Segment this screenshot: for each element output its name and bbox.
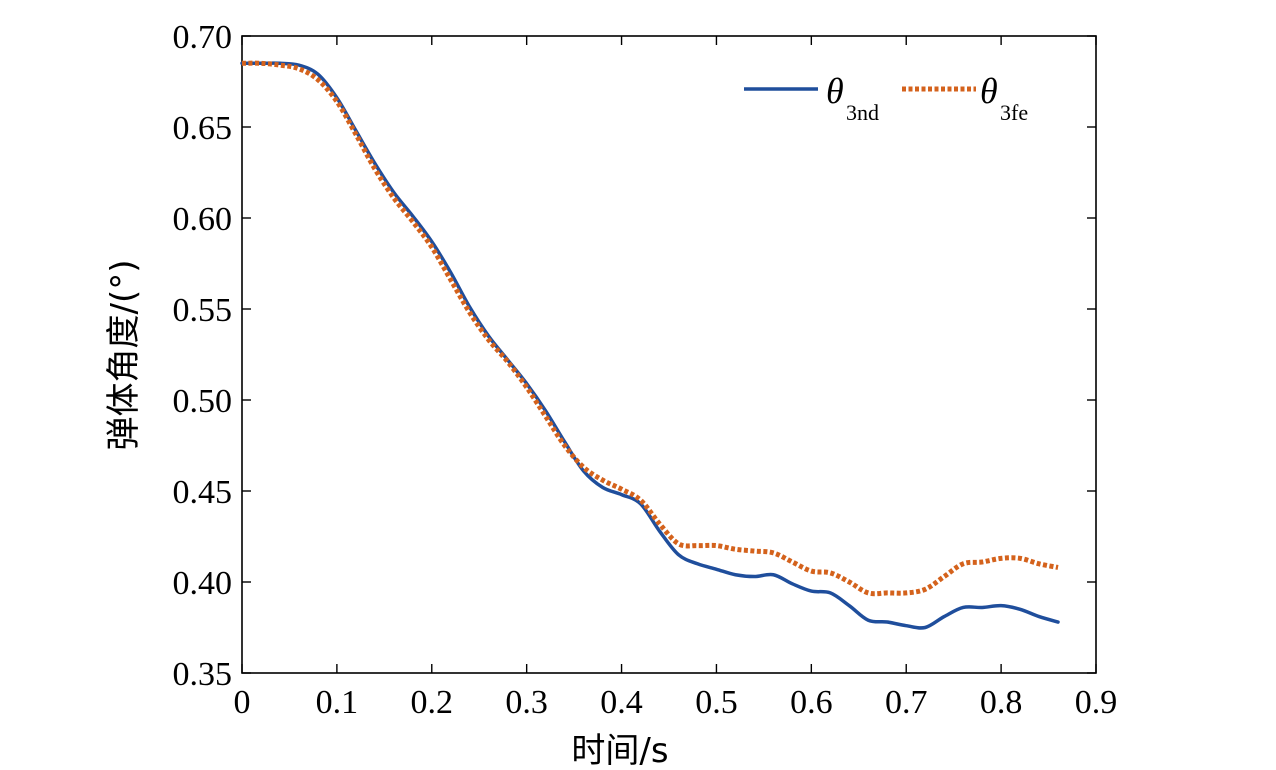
- x-tick-label: 0.1: [316, 684, 359, 721]
- y-tick-label: 0.45: [173, 474, 233, 511]
- series-line-theta-3nd: [240, 61, 1060, 630]
- x-tick-label: 0: [234, 684, 251, 721]
- x-tick-label: 0.8: [980, 684, 1023, 721]
- x-tick-label: 0.7: [885, 684, 928, 721]
- x-tick-label: 0.6: [790, 684, 833, 721]
- axis-ticks: [241, 35, 1097, 674]
- legend-subscript-3fe: 3fe: [1000, 100, 1028, 125]
- legend-subscript-3nd: 3nd: [846, 100, 879, 125]
- y-tick-label: 0.50: [173, 383, 233, 420]
- series-line-theta-3fe: [241, 60, 1059, 597]
- x-tick-label: 0.3: [505, 684, 548, 721]
- series-layer: [240, 60, 1060, 630]
- x-tick-label: 0.4: [600, 684, 643, 721]
- y-tick-label: 0.70: [173, 19, 233, 56]
- legend-symbol-theta-3nd: θ: [826, 71, 844, 111]
- y-tick-label: 0.35: [173, 656, 233, 693]
- x-tick-label: 0.9: [1075, 684, 1118, 721]
- x-tick-label: 0.2: [411, 684, 454, 721]
- x-axis-label: 时间/s: [571, 731, 668, 770]
- y-tick-label: 0.40: [173, 565, 233, 602]
- legend: θ 3nd θ 3fe: [744, 71, 1028, 125]
- y-tick-label: 0.55: [173, 292, 233, 329]
- x-tick-labels: 0 0.1 0.2 0.3 0.4 0.5 0.6 0.7 0.8 0.9: [234, 684, 1118, 721]
- x-tick-label: 0.5: [695, 684, 738, 721]
- y-axis-label: 弹体角度/(°): [104, 260, 144, 451]
- y-tick-labels: 0.35 0.40 0.45 0.50 0.55 0.60 0.65 0.70: [173, 19, 233, 693]
- y-tick-label: 0.60: [173, 201, 233, 238]
- legend-symbol-theta-3fe: θ: [980, 71, 998, 111]
- y-tick-label: 0.65: [173, 110, 233, 147]
- plot-area: [241, 35, 1097, 674]
